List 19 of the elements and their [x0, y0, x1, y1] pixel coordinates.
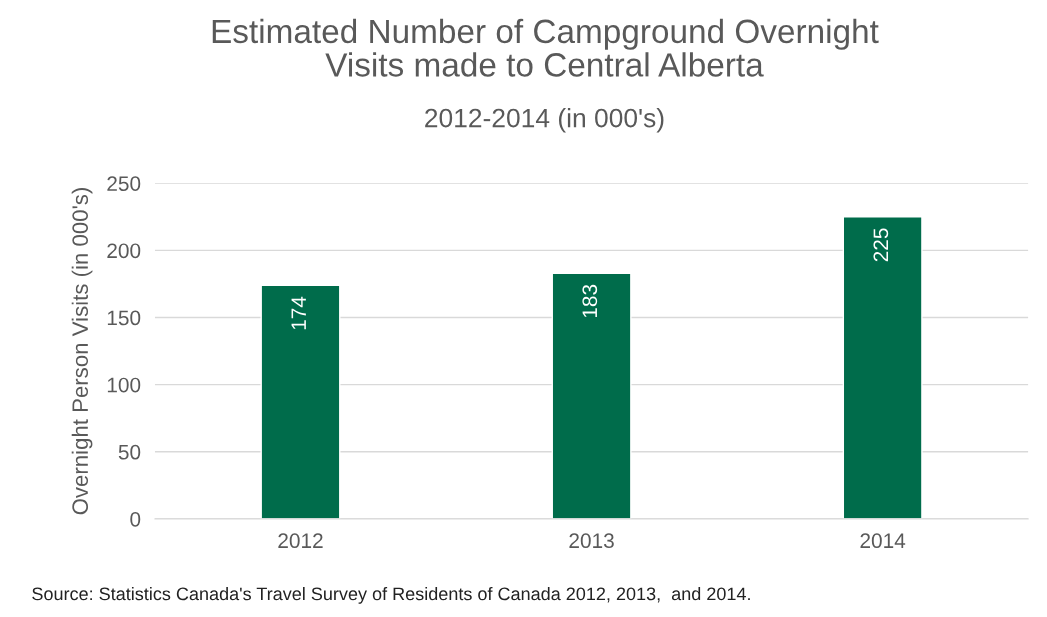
y-tick-label: 0: [130, 511, 141, 527]
data-label: 183: [582, 284, 598, 318]
bar: [842, 216, 923, 519]
bar: [551, 272, 632, 519]
source-note: Source: Statistics Canada's Travel Survey of Residents of Canada 2012, 2013, and 2014.: [32, 586, 750, 604]
x-tick-label: 2013: [569, 533, 614, 549]
y-tick-label: 150: [107, 310, 141, 326]
x-tick-label: 2012: [278, 533, 323, 549]
y-tick-label: 200: [107, 243, 141, 259]
y-axis-title: Overnight Person Visits (in 000's): [71, 188, 93, 515]
y-tick-label: 100: [107, 377, 141, 393]
chart-subtitle: 2012-2014 (in 000's): [425, 108, 664, 133]
data-label: 174: [291, 296, 306, 330]
y-tick-label: 250: [107, 176, 141, 191]
data-label: 225: [873, 228, 889, 262]
bar: [260, 284, 341, 519]
chart-title: Estimated Number of Campground Overnight Visits made to Central Alberta: [212, 18, 879, 77]
x-tick-label: 2014: [860, 533, 906, 549]
y-tick-label: 50: [118, 444, 141, 460]
